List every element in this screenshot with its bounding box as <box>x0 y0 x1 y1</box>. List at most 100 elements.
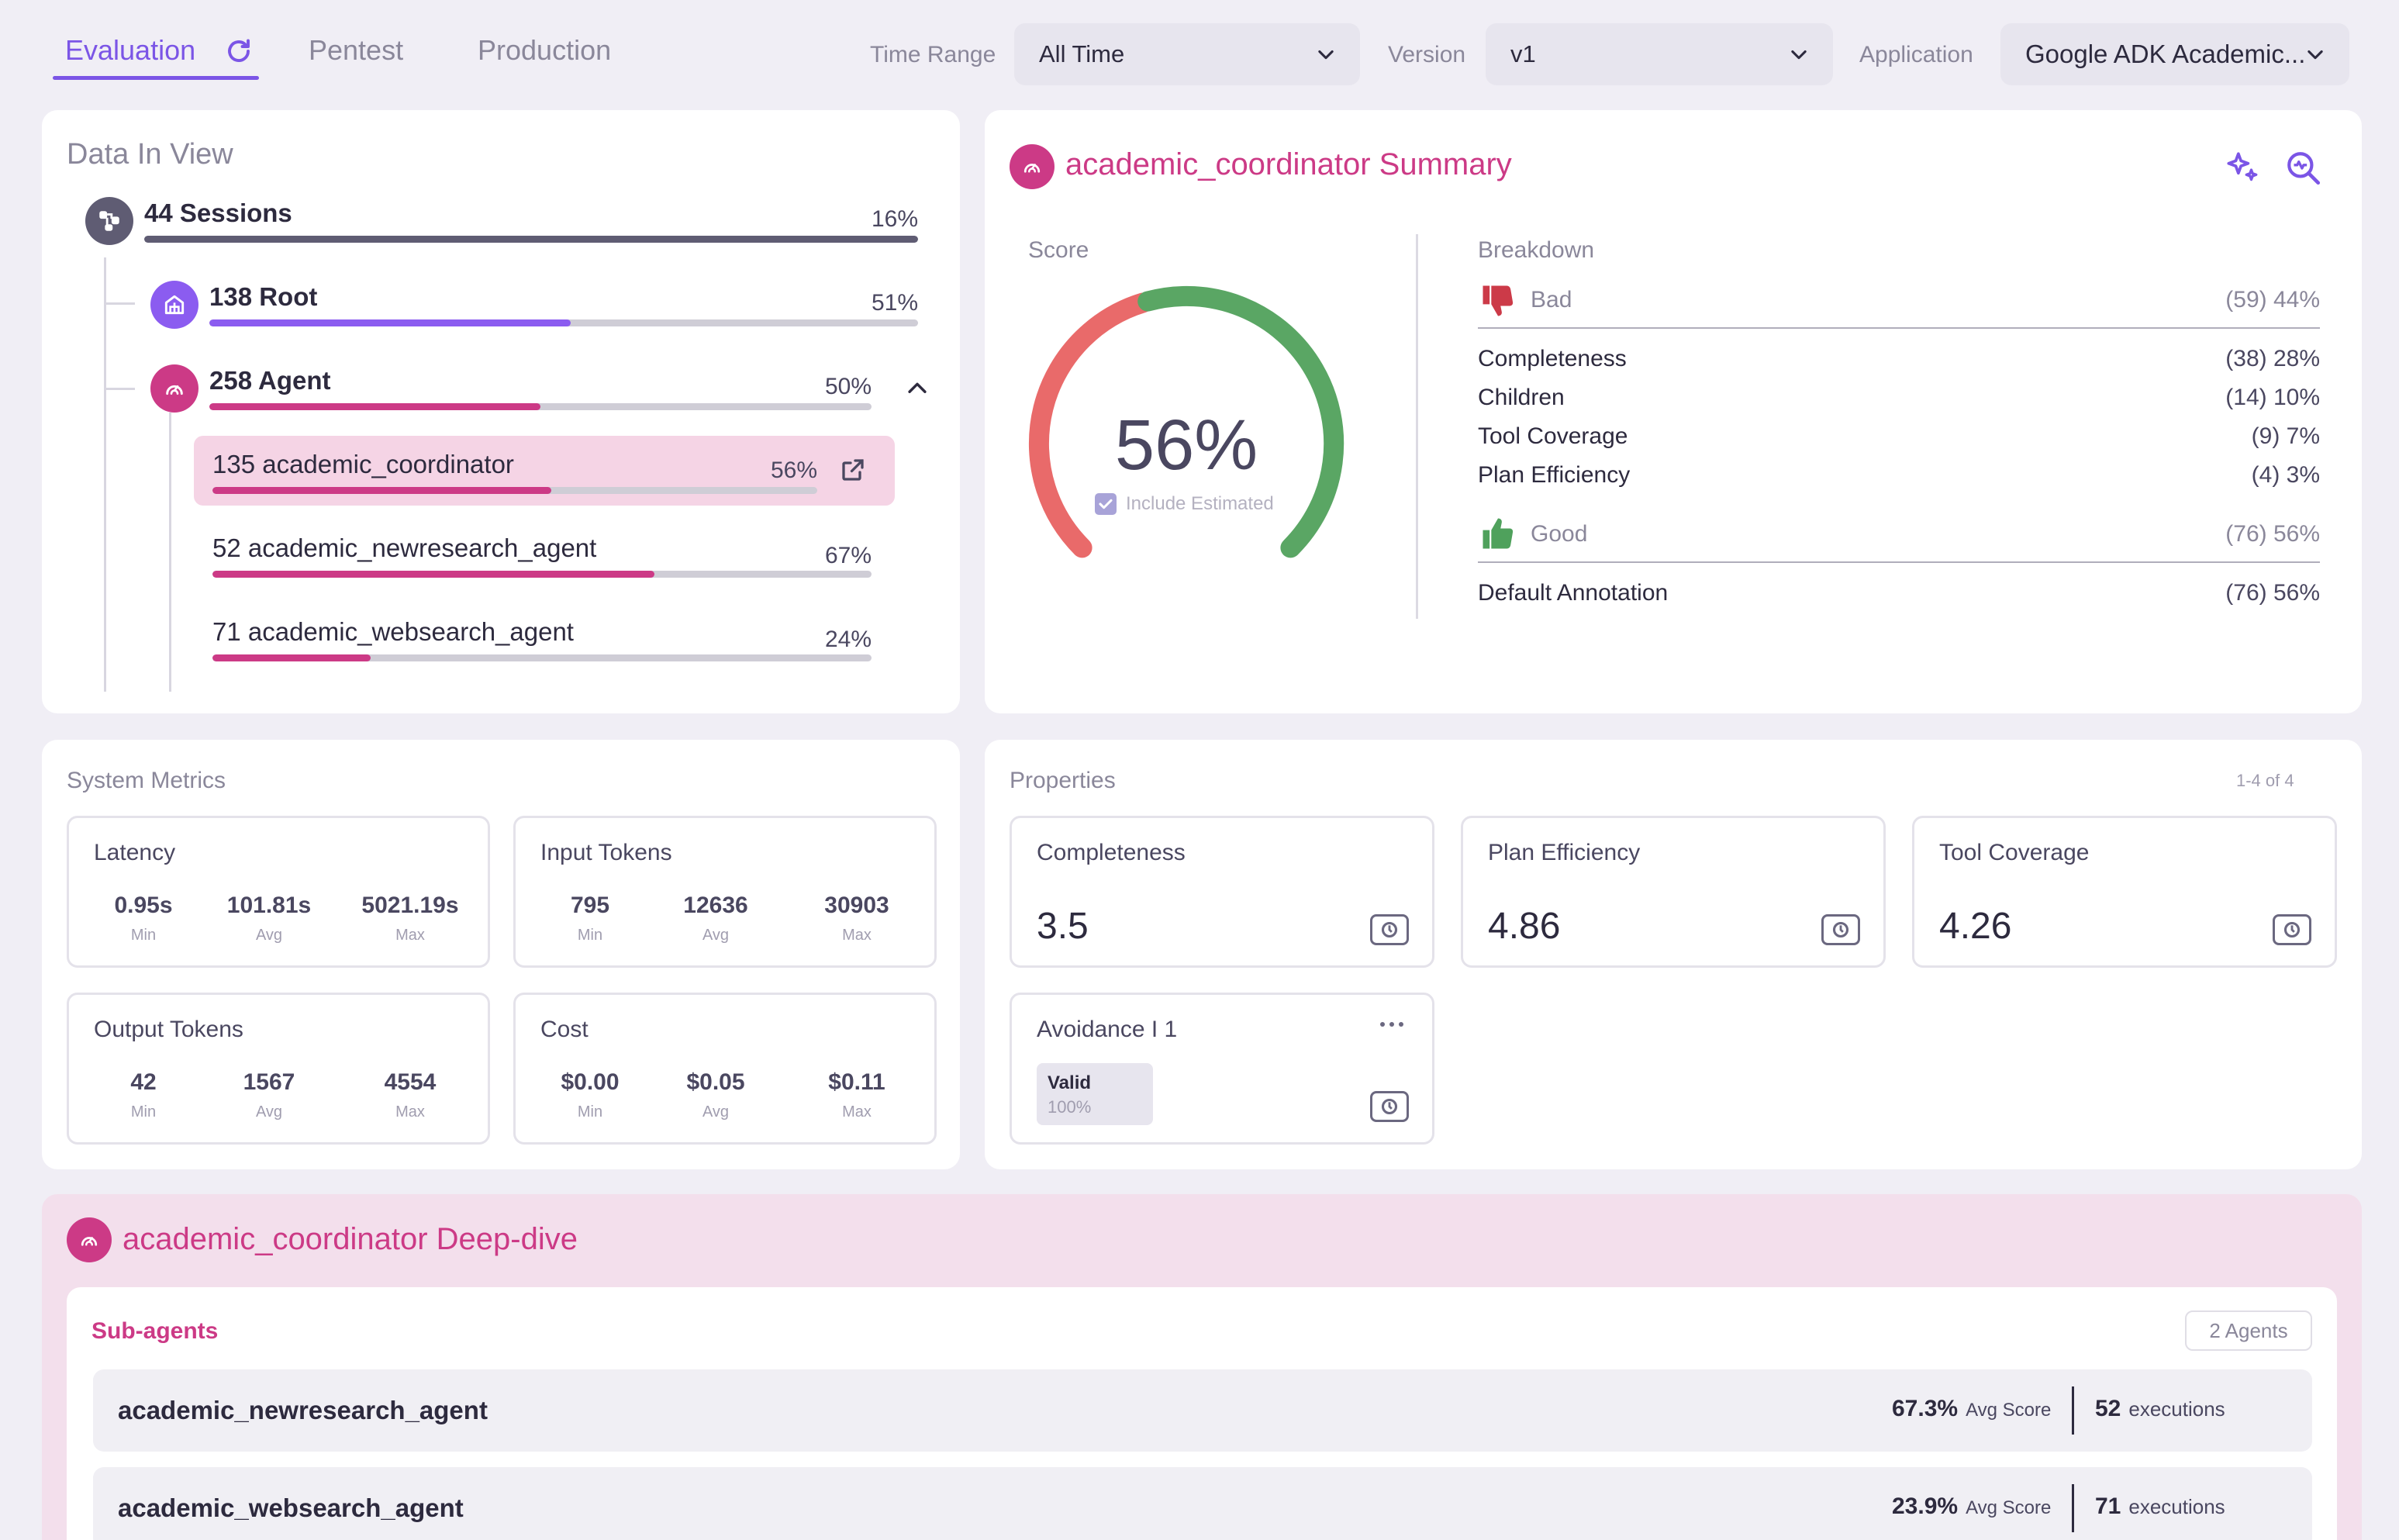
breakdown-item-label: Children <box>1478 385 1565 410</box>
divider <box>1478 327 2320 329</box>
agent-pct: 50% <box>824 374 872 399</box>
search-analysis-icon[interactable] <box>1782 1394 1813 1425</box>
bad-label: Bad <box>1531 287 1572 312</box>
sub-agent-row[interactable]: academic_websearch_agent 23.9% Avg Score 71… <box>93 1467 2312 1540</box>
refresh-icon[interactable] <box>225 37 253 65</box>
tab-evaluation[interactable]: Evaluation <box>65 34 195 67</box>
sub-agent-row[interactable]: academic_newresearch_agent 67.3% Avg Score… <box>93 1369 2312 1452</box>
stat-label: Max <box>842 1103 872 1120</box>
chevron-down-icon[interactable] <box>2261 1495 2287 1521</box>
summary-card: academic_coordinator Summary Score 56% I… <box>985 110 2362 713</box>
sparkle-icon[interactable] <box>1731 1492 1762 1523</box>
stat-value: 4554 <box>384 1069 437 1095</box>
more-options-icon[interactable] <box>1379 1021 1404 1027</box>
checkbox-label: Include Estimated <box>1126 493 1274 514</box>
time-range-select[interactable]: All Time <box>1014 23 1360 85</box>
stat-label: Min <box>577 1103 603 1120</box>
search-analysis-icon[interactable] <box>1782 1492 1813 1523</box>
tab-label: Evaluation <box>65 34 196 66</box>
divider <box>2072 1386 2074 1435</box>
agent-row-bar-fill <box>212 654 371 661</box>
stat-value: $0.00 <box>561 1069 620 1095</box>
executions-value: 71 <box>2095 1493 2121 1519</box>
property-title: Avoidance I 1 <box>1037 1017 1178 1042</box>
tree-line <box>104 302 135 305</box>
select-value: All Time <box>1039 40 1125 67</box>
chevron-up-icon[interactable] <box>904 375 930 402</box>
executions: 52 executions <box>2095 1396 2225 1422</box>
agent-icon <box>1010 144 1055 189</box>
agent-row-pct: 56% <box>770 458 817 483</box>
root-bar-fill <box>209 319 571 326</box>
agent-row-bar-fill <box>212 571 654 578</box>
external-link-icon[interactable] <box>1833 1396 1861 1424</box>
selected-agent-row[interactable] <box>194 436 895 506</box>
property-value: 4.26 <box>1939 906 2012 947</box>
property-ai-icon[interactable] <box>2273 914 2311 945</box>
agent-row-bar-fill <box>212 487 551 494</box>
tab-pentest[interactable]: Pentest <box>309 34 403 67</box>
property-card[interactable]: Completeness 3.5 <box>1010 816 1434 968</box>
bar-chart-icon[interactable] <box>885 841 908 865</box>
application-select[interactable]: Google ADK Academic... <box>2000 23 2349 85</box>
agent-row-bar <box>212 654 872 661</box>
external-link-icon[interactable] <box>1833 1493 1861 1521</box>
breakdown-item-row: Default Annotation (76) 56% <box>1478 580 2320 606</box>
chevron-down-icon[interactable] <box>2261 1397 2287 1424</box>
thumbs-down-icon <box>1483 285 1514 316</box>
bad-value: (59) 44% <box>2225 287 2320 312</box>
property-ai-icon[interactable] <box>1821 914 1860 945</box>
tab-production[interactable]: Production <box>478 34 611 67</box>
stat-label: Max <box>395 927 425 944</box>
thumbs-up-icon <box>1483 518 1514 549</box>
metric-stat: $0.00 Min <box>513 1069 668 1121</box>
property-title: Tool Coverage <box>1939 840 2090 865</box>
score-gauge <box>1028 285 1344 558</box>
good-value: (76) 56% <box>2225 521 2320 547</box>
property-ai-icon[interactable] <box>1370 914 1409 945</box>
chevron-down-icon <box>1318 50 1334 60</box>
property-card[interactable]: Tool Coverage 4.26 <box>1912 816 2337 968</box>
metric-stat: 1567 Avg <box>192 1069 347 1121</box>
property-card-avoidance[interactable]: Avoidance I 1 Valid 100% <box>1010 993 1434 1145</box>
more-options-icon[interactable] <box>1379 844 1404 851</box>
agent-row-label[interactable]: 52 academic_newresearch_agent <box>212 533 597 562</box>
card-title: Properties <box>1010 768 1116 793</box>
property-card[interactable]: Plan Efficiency 4.86 <box>1461 816 1886 968</box>
search-analysis-icon[interactable] <box>2284 149 2323 188</box>
breakdown-item-row: Tool Coverage (9) 7% <box>1478 423 2320 450</box>
external-link-icon[interactable] <box>839 456 867 484</box>
stat-value: 795 <box>570 893 610 918</box>
tree-line <box>104 257 106 692</box>
include-estimated-checkbox[interactable]: Include Estimated <box>1095 493 1312 515</box>
metric-title: Cost <box>540 1017 589 1042</box>
stat-value: $0.05 <box>686 1069 745 1095</box>
executions-value: 52 <box>2095 1396 2121 1421</box>
sparkle-icon[interactable] <box>1731 1394 1762 1425</box>
root-bar <box>209 319 918 326</box>
more-options-icon[interactable] <box>2282 844 2307 851</box>
agent-row-bar <box>212 487 817 494</box>
bar-chart-icon[interactable] <box>438 841 461 865</box>
select-value: Google ADK Academic... <box>2025 40 2306 68</box>
stat-label: Min <box>130 927 157 944</box>
more-options-icon[interactable] <box>1831 844 1855 851</box>
stat-value: 0.95s <box>114 893 173 918</box>
breakdown-item-row: Completeness (38) 28% <box>1478 346 2320 372</box>
bar-chart-icon[interactable] <box>885 1018 908 1041</box>
stat-label: Avg <box>702 1103 730 1120</box>
version-select[interactable]: v1 <box>1486 23 1833 85</box>
stat-label: Min <box>577 927 603 944</box>
metric-stat: 42 Min <box>66 1069 221 1121</box>
stat-value: 12636 <box>683 893 748 918</box>
agent-row-label[interactable]: 71 academic_websearch_agent <box>212 617 574 646</box>
stat-label: Avg <box>702 927 730 944</box>
divider <box>1478 561 2320 563</box>
bar-chart-icon[interactable] <box>438 1018 461 1041</box>
metric-card: Input Tokens 795 Min 12636 Avg 30903 Max <box>513 816 937 968</box>
property-ai-icon[interactable] <box>1370 1091 1409 1122</box>
metric-stat: $0.05 Avg <box>638 1069 793 1121</box>
sparkle-icon[interactable] <box>2222 149 2261 188</box>
divider <box>2072 1484 2074 1532</box>
stat-label: Max <box>842 927 872 944</box>
